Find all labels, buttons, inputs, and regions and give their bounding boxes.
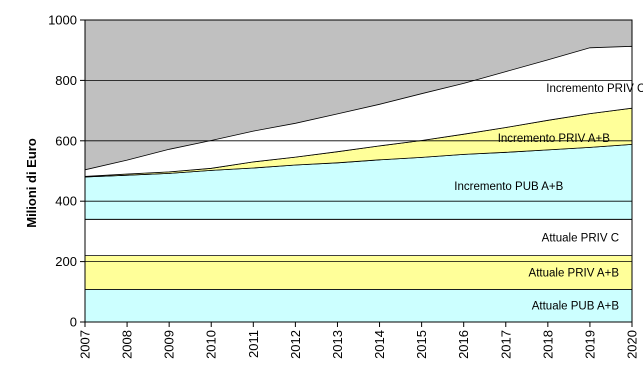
band-label-attuale-priv-ab: Attuale PRIV A+B <box>529 268 620 280</box>
x-tick-label: 2010 <box>204 330 219 359</box>
band-label-incremento-priv-ab: Incremento PRIV A+B <box>498 133 611 145</box>
x-tick-label: 2012 <box>288 330 303 359</box>
band-label-attuale-priv-c: Attuale PRIV C <box>542 232 619 244</box>
x-tick-label: 2020 <box>625 330 640 359</box>
band-label-incremento-priv-c: Incremento PRIV C <box>546 83 643 95</box>
y-tick-label: 800 <box>55 73 77 88</box>
y-tick-label: 200 <box>55 254 77 269</box>
x-tick-label: 2018 <box>540 330 555 359</box>
x-tick-label: 2008 <box>120 330 135 359</box>
y-tick-label: 400 <box>55 194 77 209</box>
y-tick-label: 1000 <box>48 13 77 28</box>
x-tick-label: 2016 <box>456 330 471 359</box>
x-tick-label: 2009 <box>162 330 177 359</box>
plot-border <box>84 19 633 323</box>
y-tick-label: 0 <box>70 315 77 330</box>
y-tick-label: 600 <box>55 133 77 148</box>
x-tick-label: 2007 <box>78 330 93 359</box>
band-label-incremento-pub-ab: Incremento PUB A+B <box>454 181 563 193</box>
x-tick-label: 2019 <box>582 330 597 359</box>
x-tick-label: 2014 <box>372 330 387 359</box>
x-tick-label: 2015 <box>414 330 429 359</box>
x-tick-label: 2013 <box>330 330 345 359</box>
band-label-attuale-pub-ab: Attuale PUB A+B <box>532 301 620 313</box>
y-axis-label: Milioni di Euro <box>24 138 39 228</box>
x-tick-label: 2011 <box>246 330 261 358</box>
x-tick-label: 2017 <box>498 330 513 359</box>
